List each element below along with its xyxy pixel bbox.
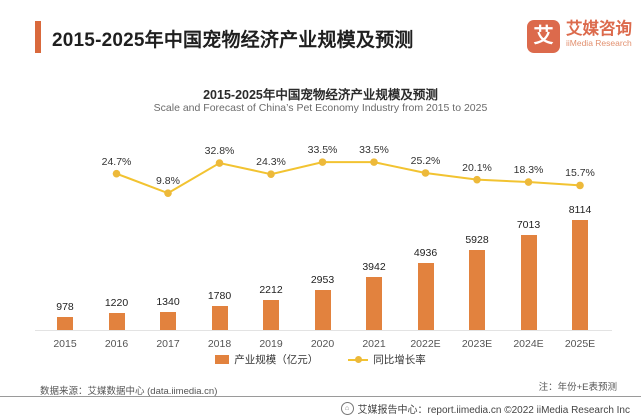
bar-2019 [263,300,279,330]
chart-legend: 产业规模（亿元） 同比增长率 [0,352,641,367]
x-axis-label: 2019 [259,338,283,350]
growth-rate-label: 9.8% [156,175,180,188]
growth-rate-label: 20.1% [462,161,492,174]
bar-2020 [314,289,331,330]
x-axis-label: 2023E [461,338,493,350]
x-axis-line [35,330,612,331]
bar-value-label: 978 [56,300,74,313]
legend-label-bar: 产业规模（亿元） [234,354,319,366]
legend-item-bar: 产业规模（亿元） [215,352,318,367]
forecast-note: 注：年份+E表预测 [538,382,617,393]
legend-item-line: 同比增长率 [348,352,426,367]
bar-value-label: 8114 [568,204,592,216]
bar-value-label: 1340 [156,295,180,308]
bar-series-swatch [215,355,230,364]
iimedia-logo-icon: 艾 [527,20,560,53]
bar-2023E [469,249,485,330]
x-axis-label: 2020 [310,338,335,350]
growth-rate-label: 33.5% [359,144,389,157]
x-axis-label: 2021 [362,338,386,350]
bar-2016 [108,313,125,330]
growth-rate-label: 24.3% [256,156,286,169]
growth-rate-label: 18.3% [513,164,544,177]
chart-subtitle: Scale and Forecast of China’s Pet Econom… [153,102,488,114]
data-source-note: 数据来源：艾媒数据中心 (data.iimedia.cn) [40,386,218,397]
bar-2024E [520,234,537,330]
x-axis-label: 2024E [513,338,544,350]
x-axis-label: 2025E [564,338,596,350]
line-dot [370,158,378,166]
bar-2015 [57,316,73,330]
home-circle-icon: ⌂ [340,402,354,415]
line-dot [267,170,275,178]
bar-value-label: 1780 [207,289,232,302]
growth-rate-label: 33.5% [307,144,338,157]
x-axis-label: 2016 [104,338,129,350]
line-dot [215,159,224,167]
bar-2017 [160,311,176,330]
bar-value-label: 5928 [465,233,489,246]
title-accent-bar [35,21,41,53]
growth-rate-label: 25.2% [410,154,441,167]
logo-name-en: iiMedia Research [566,38,632,48]
footer-text: 艾媒报告中心：report.iimedia.cn ©2022 iiMedia R… [357,405,630,416]
bar-value-label: 4936 [413,247,438,260]
line-dot [473,175,481,184]
bar-value-label: 3942 [362,260,386,273]
line-dot [524,178,533,186]
growth-rate-label: 24.7% [101,155,132,168]
bar-2025E [572,220,588,330]
line-series-swatch [348,355,369,364]
footer-divider [0,396,641,397]
x-axis-label: 2015 [53,338,77,350]
line-dot [112,169,121,178]
iimedia-logo-text: 艾媒咨询 iiMedia Research [566,20,632,48]
growth-rate-label: 15.7% [565,167,595,180]
bar-2018 [211,305,228,330]
legend-label-line: 同比增长率 [373,354,426,366]
line-dot [421,169,430,177]
chart-title: 2015-2025年中国宠物经济产业规模及预测 [203,88,438,102]
logo-name-cn: 艾媒咨询 [566,20,632,38]
iimedia-logo: 艾 艾媒咨询 iiMedia Research [527,20,632,53]
page-title: 2015-2025年中国宠物经济产业规模及预测 [52,30,414,51]
line-dot [318,158,327,166]
bar-value-label: 7013 [516,218,541,231]
bar-2021 [366,276,382,330]
line-dot [164,189,172,197]
bar-value-label: 2212 [259,284,283,296]
footer-credit: ⌂ 艾媒报告中心：report.iimedia.cn ©2022 iiMedia… [340,401,630,416]
growth-rate-label: 32.8% [204,145,235,158]
bar-value-label: 2953 [310,273,335,286]
x-axis-label: 2017 [156,338,180,350]
bar-2022E [417,263,434,330]
line-dot [576,181,584,190]
bar-value-label: 1220 [104,297,129,310]
x-axis-label: 2022E [410,338,441,350]
x-axis-label: 2018 [207,338,232,350]
